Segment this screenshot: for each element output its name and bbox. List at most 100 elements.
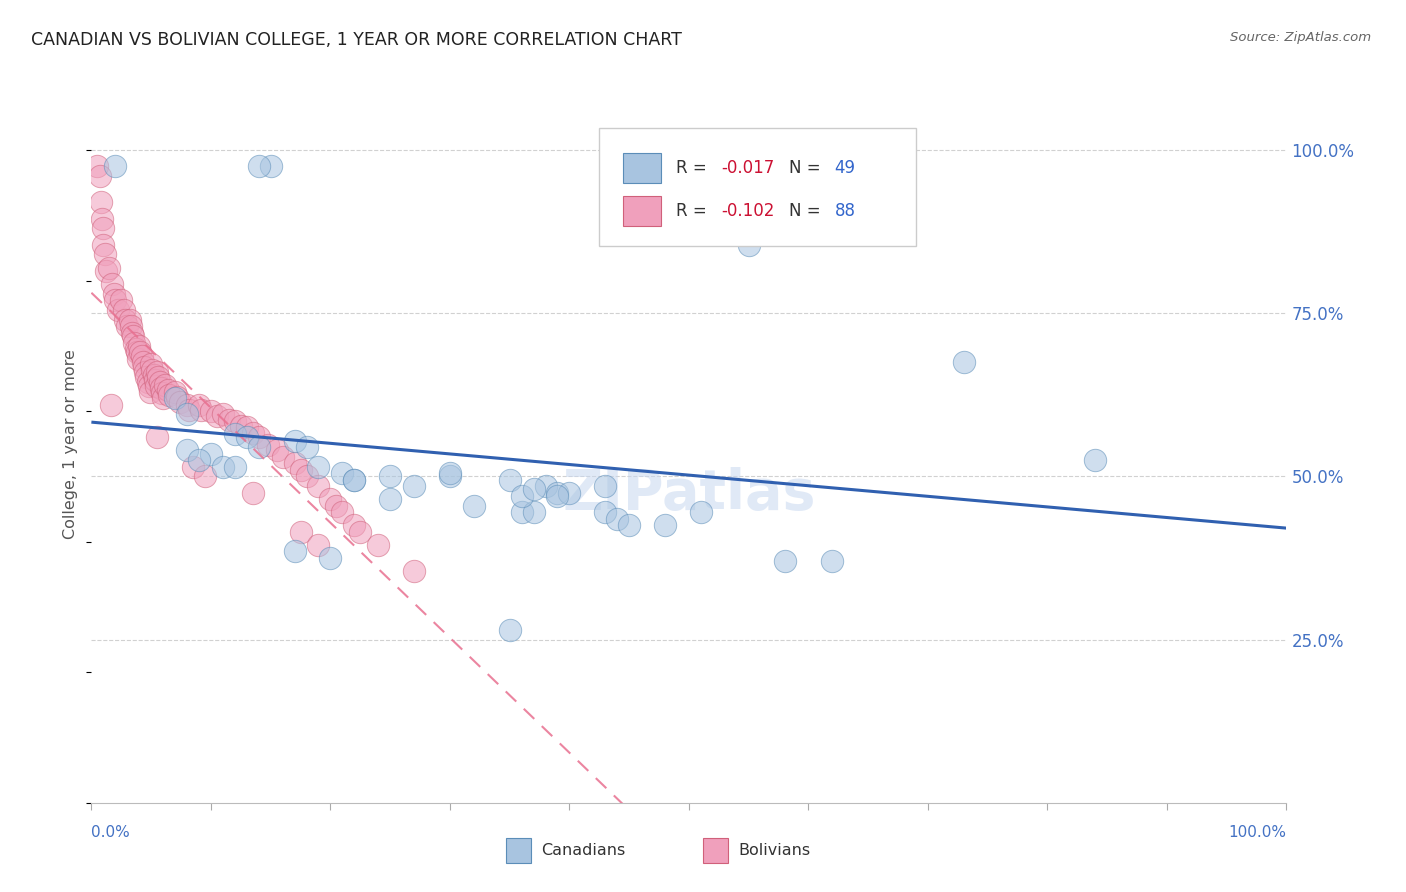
Point: [143, 374, 166, 388]
Point: [284, 544, 307, 558]
Point: [332, 466, 354, 480]
Point: [534, 479, 557, 493]
Point: [510, 505, 533, 519]
Point: [104, 159, 127, 173]
Point: [463, 499, 485, 513]
Point: [169, 395, 191, 409]
Point: [150, 385, 173, 400]
Point: [266, 443, 288, 458]
Point: [211, 459, 233, 474]
Point: [176, 408, 198, 422]
Point: [148, 376, 170, 390]
Text: CANADIAN VS BOLIVIAN COLLEGE, 1 YEAR OR MORE CORRELATION CHART: CANADIAN VS BOLIVIAN COLLEGE, 1 YEAR OR …: [31, 31, 682, 49]
Point: [325, 499, 347, 513]
Point: [689, 505, 711, 519]
Text: -0.102: -0.102: [721, 202, 775, 220]
Point: [115, 319, 138, 334]
Point: [110, 293, 132, 307]
Point: [319, 492, 342, 507]
Point: [157, 388, 180, 402]
Text: R =: R =: [676, 159, 711, 177]
Point: [125, 345, 148, 359]
Text: Canadians: Canadians: [541, 844, 626, 858]
Point: [547, 485, 569, 500]
Point: [148, 370, 170, 384]
Point: [702, 159, 724, 173]
Point: [190, 402, 212, 417]
Point: [127, 351, 149, 366]
Point: [107, 302, 129, 317]
FancyBboxPatch shape: [599, 128, 917, 246]
Point: [187, 398, 211, 412]
Point: [94, 264, 117, 278]
Point: [498, 473, 520, 487]
Point: [138, 379, 160, 393]
Point: [242, 485, 264, 500]
Point: [247, 440, 270, 454]
Point: [176, 443, 198, 458]
Point: [181, 459, 204, 474]
Point: [100, 398, 122, 412]
Point: [104, 293, 127, 307]
Point: [953, 355, 976, 369]
Point: [259, 159, 281, 173]
Point: [654, 518, 676, 533]
Point: [200, 446, 222, 460]
Point: [200, 404, 222, 418]
Point: [737, 237, 759, 252]
Point: [1084, 453, 1107, 467]
Point: [93, 247, 115, 261]
Text: ZIPatlas: ZIPatlas: [562, 467, 815, 521]
Point: [378, 469, 402, 483]
Point: [242, 425, 264, 440]
Text: N =: N =: [789, 202, 827, 220]
Text: 88: 88: [835, 202, 856, 220]
Point: [146, 365, 169, 379]
Point: [247, 159, 270, 173]
Text: 100.0%: 100.0%: [1229, 825, 1286, 840]
Point: [319, 551, 342, 566]
Point: [112, 302, 135, 317]
Point: [247, 430, 270, 444]
Point: [89, 169, 111, 183]
Point: [179, 402, 201, 417]
Text: 0.0%: 0.0%: [91, 825, 131, 840]
Text: Bolivians: Bolivians: [738, 844, 810, 858]
Point: [593, 505, 616, 519]
Point: [404, 479, 426, 493]
Point: [619, 518, 641, 533]
Point: [271, 450, 294, 464]
Point: [86, 159, 108, 173]
Point: [439, 469, 461, 483]
Point: [821, 554, 844, 568]
Point: [404, 564, 426, 578]
Point: [100, 277, 122, 291]
Point: [235, 420, 259, 434]
Point: [121, 326, 143, 340]
Point: [134, 365, 156, 379]
Text: N =: N =: [789, 159, 827, 177]
Point: [124, 335, 146, 350]
Bar: [623, 196, 661, 227]
Point: [187, 453, 211, 467]
Point: [257, 438, 280, 452]
Point: [307, 538, 329, 552]
Point: [166, 390, 188, 404]
Point: [142, 368, 165, 383]
Point: [284, 456, 307, 470]
Point: [224, 459, 246, 474]
Point: [139, 384, 162, 399]
Point: [163, 391, 186, 405]
Point: [118, 312, 141, 326]
Point: [90, 195, 112, 210]
Point: [128, 339, 150, 353]
Point: [155, 378, 177, 392]
Point: [103, 286, 125, 301]
Point: [141, 357, 162, 371]
Point: [224, 414, 246, 428]
Point: [307, 479, 329, 493]
Point: [773, 554, 796, 568]
Point: [176, 398, 198, 412]
Point: [290, 463, 312, 477]
Point: [439, 466, 461, 480]
